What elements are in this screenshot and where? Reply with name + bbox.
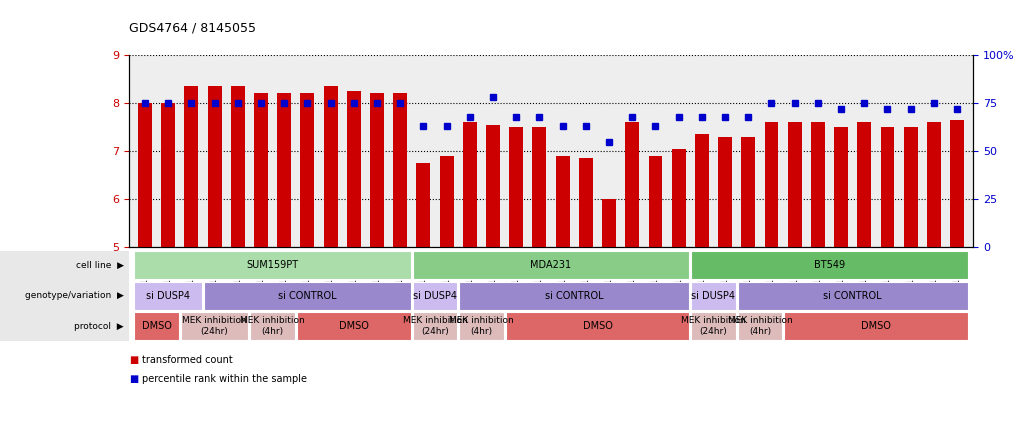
Bar — [625, 122, 640, 247]
Bar — [742, 137, 755, 247]
Bar — [486, 125, 500, 247]
Text: MEK inhibition
(4hr): MEK inhibition (4hr) — [727, 316, 792, 336]
Text: DMSO: DMSO — [142, 321, 172, 331]
Bar — [603, 199, 616, 247]
Text: SUM159PT: SUM159PT — [246, 260, 299, 270]
Bar — [788, 122, 801, 247]
Bar — [903, 127, 918, 247]
Bar — [138, 103, 152, 247]
Text: MEK inhibition
(4hr): MEK inhibition (4hr) — [240, 316, 305, 336]
Bar — [695, 135, 709, 247]
Text: si CONTROL: si CONTROL — [278, 291, 337, 301]
Text: genotype/variation  ▶: genotype/variation ▶ — [25, 291, 124, 300]
Text: MEK inhibition
(4hr): MEK inhibition (4hr) — [449, 316, 514, 336]
Text: MEK inhibition
(24hr): MEK inhibition (24hr) — [681, 316, 746, 336]
Bar — [184, 86, 199, 247]
Bar — [927, 122, 940, 247]
Text: MDA231: MDA231 — [530, 260, 572, 270]
Bar — [440, 156, 453, 247]
Bar — [509, 127, 523, 247]
Bar — [277, 93, 291, 247]
Bar — [764, 122, 779, 247]
Text: ■: ■ — [129, 354, 138, 365]
Bar — [881, 127, 894, 247]
Bar — [672, 149, 686, 247]
Bar — [231, 86, 245, 247]
Bar — [301, 93, 314, 247]
Text: BT549: BT549 — [814, 260, 845, 270]
Text: DMSO: DMSO — [339, 321, 369, 331]
Bar — [834, 127, 848, 247]
Bar — [323, 86, 338, 247]
Text: si DUSP4: si DUSP4 — [413, 291, 457, 301]
Bar — [811, 122, 825, 247]
Text: MEK inhibition
(24hr): MEK inhibition (24hr) — [182, 316, 247, 336]
Bar — [162, 103, 175, 247]
Bar — [462, 122, 477, 247]
Text: ■: ■ — [129, 374, 138, 384]
Text: percentile rank within the sample: percentile rank within the sample — [142, 374, 307, 384]
Text: DMSO: DMSO — [861, 321, 891, 331]
Text: cell line  ▶: cell line ▶ — [75, 261, 124, 270]
Bar — [950, 120, 964, 247]
Bar — [533, 127, 546, 247]
Bar — [393, 93, 407, 247]
Bar — [649, 156, 662, 247]
Bar — [347, 91, 360, 247]
Bar — [579, 159, 593, 247]
Text: MEK inhibition
(24hr): MEK inhibition (24hr) — [403, 316, 468, 336]
Bar — [254, 93, 268, 247]
Text: DMSO: DMSO — [583, 321, 613, 331]
Bar — [416, 163, 431, 247]
Text: si CONTROL: si CONTROL — [545, 291, 604, 301]
Text: transformed count: transformed count — [142, 354, 233, 365]
Text: si DUSP4: si DUSP4 — [146, 291, 191, 301]
Bar — [718, 137, 732, 247]
Text: si DUSP4: si DUSP4 — [691, 291, 735, 301]
Text: protocol  ▶: protocol ▶ — [74, 321, 124, 331]
Bar — [370, 93, 384, 247]
Bar — [208, 86, 221, 247]
Bar — [556, 156, 570, 247]
Bar — [857, 122, 871, 247]
Text: GDS4764 / 8145055: GDS4764 / 8145055 — [129, 21, 255, 34]
Text: si CONTROL: si CONTROL — [823, 291, 882, 301]
